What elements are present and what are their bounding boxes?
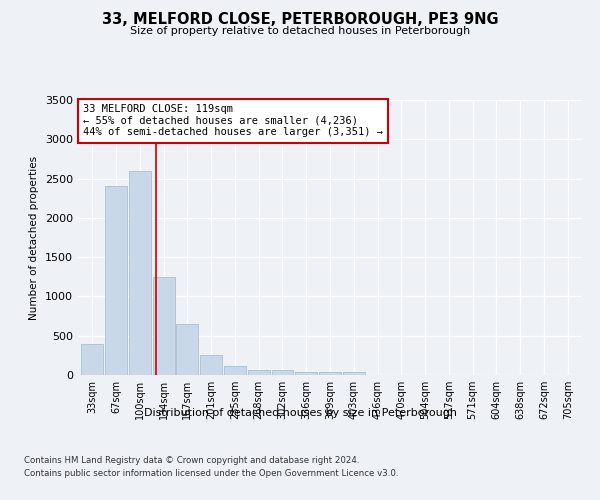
Bar	[152, 277, 175, 375]
Bar	[295, 372, 317, 375]
Text: 33 MELFORD CLOSE: 119sqm
← 55% of detached houses are smaller (4,236)
44% of sem: 33 MELFORD CLOSE: 119sqm ← 55% of detach…	[83, 104, 383, 138]
Text: Size of property relative to detached houses in Peterborough: Size of property relative to detached ho…	[130, 26, 470, 36]
Bar	[82, 344, 103, 375]
Text: Contains public sector information licensed under the Open Government Licence v3: Contains public sector information licen…	[24, 468, 398, 477]
Bar	[248, 370, 269, 375]
Bar	[105, 186, 127, 375]
Text: Distribution of detached houses by size in Peterborough: Distribution of detached houses by size …	[143, 408, 457, 418]
Text: Contains HM Land Registry data © Crown copyright and database right 2024.: Contains HM Land Registry data © Crown c…	[24, 456, 359, 465]
Bar	[272, 370, 293, 375]
Text: 33, MELFORD CLOSE, PETERBOROUGH, PE3 9NG: 33, MELFORD CLOSE, PETERBOROUGH, PE3 9NG	[101, 12, 499, 28]
Bar	[200, 356, 222, 375]
Bar	[343, 372, 365, 375]
Y-axis label: Number of detached properties: Number of detached properties	[29, 156, 40, 320]
Bar	[176, 324, 198, 375]
Bar	[319, 372, 341, 375]
Bar	[224, 366, 246, 375]
Bar	[129, 170, 151, 375]
